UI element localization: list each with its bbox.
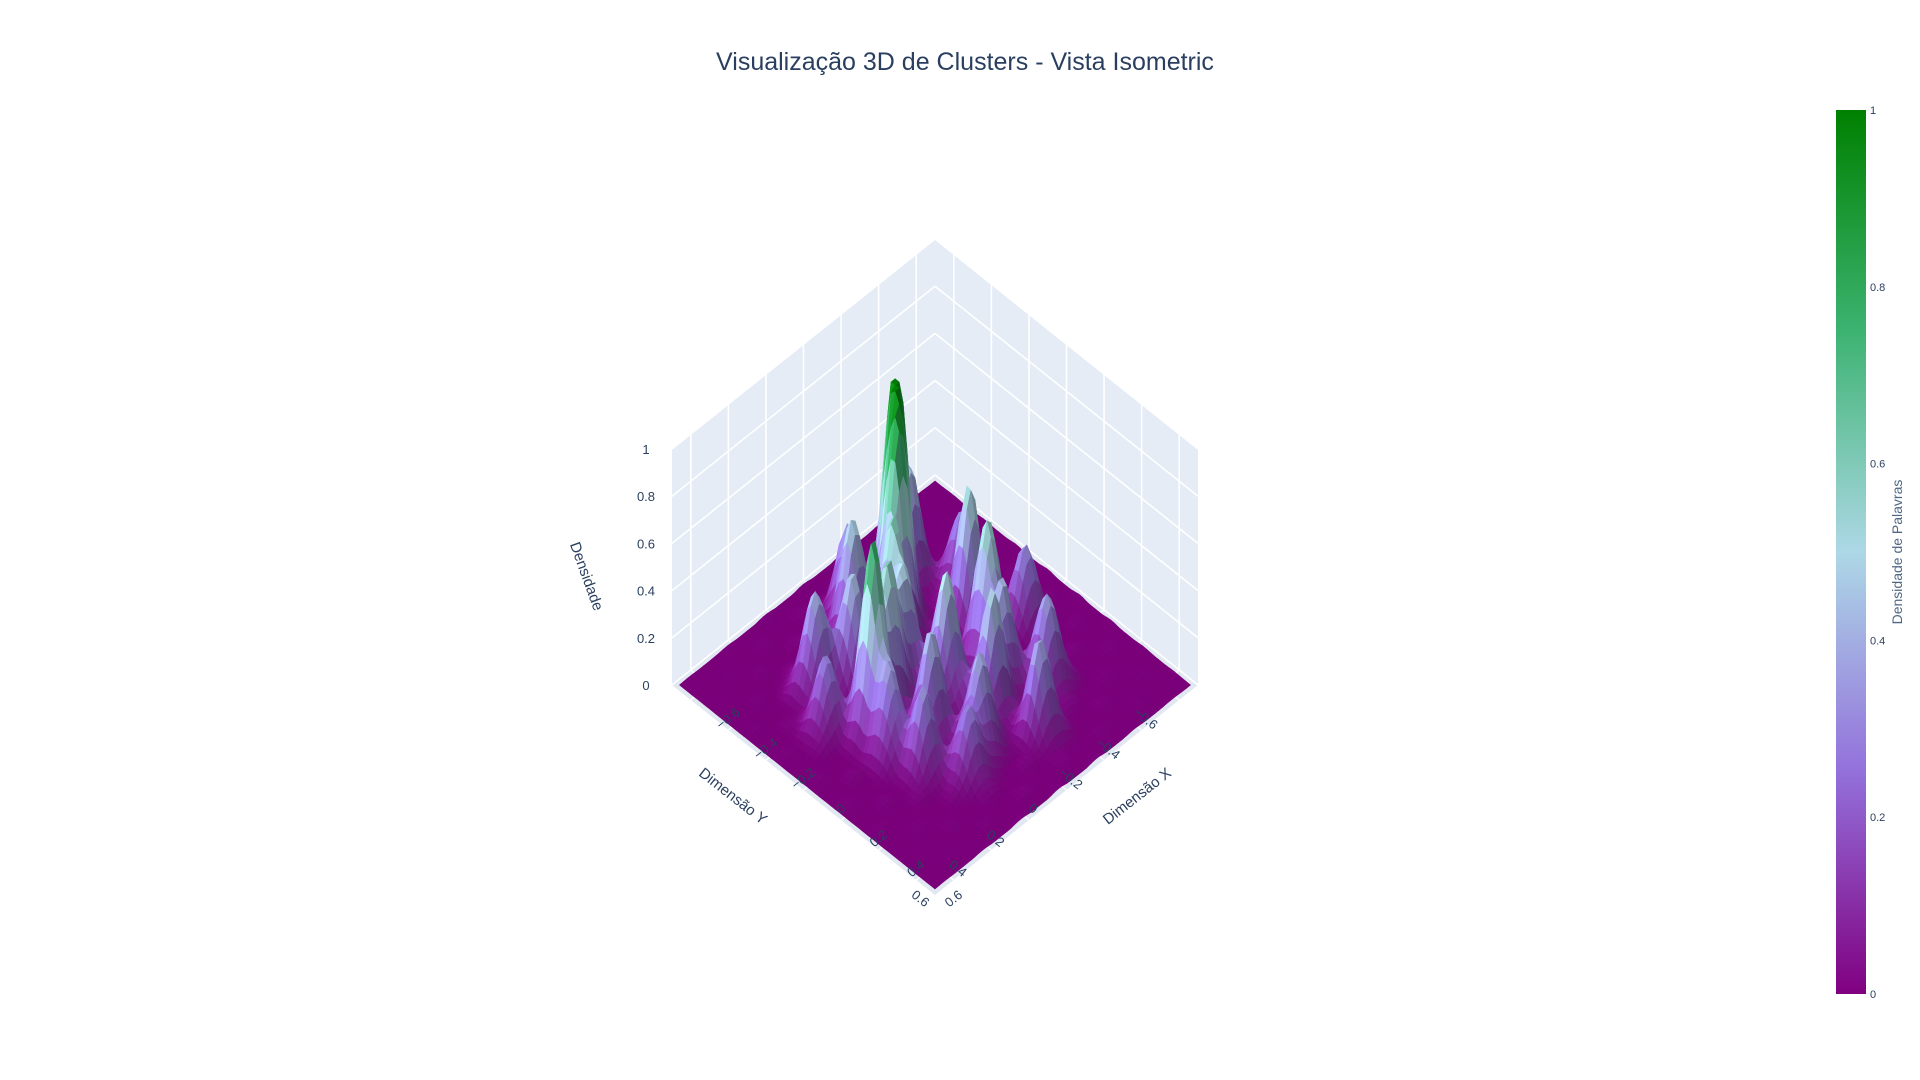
z-tick-label: 0.2 bbox=[637, 631, 655, 646]
x-tick-label: 0.6 bbox=[942, 887, 965, 910]
colorbar-tick-label: 0.4 bbox=[1870, 635, 1885, 647]
z-tick-label: 1 bbox=[642, 442, 649, 457]
surface-plot bbox=[679, 378, 1191, 890]
colorbar-tick-label: 0 bbox=[1870, 989, 1876, 1001]
x-axis-title: Dimensão X bbox=[1100, 765, 1175, 829]
colorbar-title: Densidade de Palavras bbox=[1889, 480, 1905, 625]
colorbar-tick-label: 1 bbox=[1870, 105, 1876, 117]
colorbar bbox=[1836, 110, 1866, 994]
chart-title: Visualização 3D de Clusters - Vista Isom… bbox=[716, 48, 1214, 76]
colorbar-ticks: 0 0.2 0.4 0.6 0.8 1 bbox=[1870, 105, 1885, 1001]
colorbar-tick-label: 0.2 bbox=[1870, 812, 1885, 824]
y-tick-label: 0.6 bbox=[909, 887, 932, 910]
z-tick-label: 0.6 bbox=[637, 536, 655, 551]
z-tick-label: 0.8 bbox=[637, 489, 655, 504]
colorbar-tick-label: 0.6 bbox=[1870, 459, 1885, 471]
colorbar-tick-label: 0.8 bbox=[1870, 282, 1885, 294]
y-axis-title: Dimensão Y bbox=[695, 765, 770, 829]
z-tick-label: 0 bbox=[642, 678, 649, 693]
z-tick-label: 0.4 bbox=[637, 584, 655, 599]
z-axis-title: Densidade bbox=[566, 540, 607, 613]
